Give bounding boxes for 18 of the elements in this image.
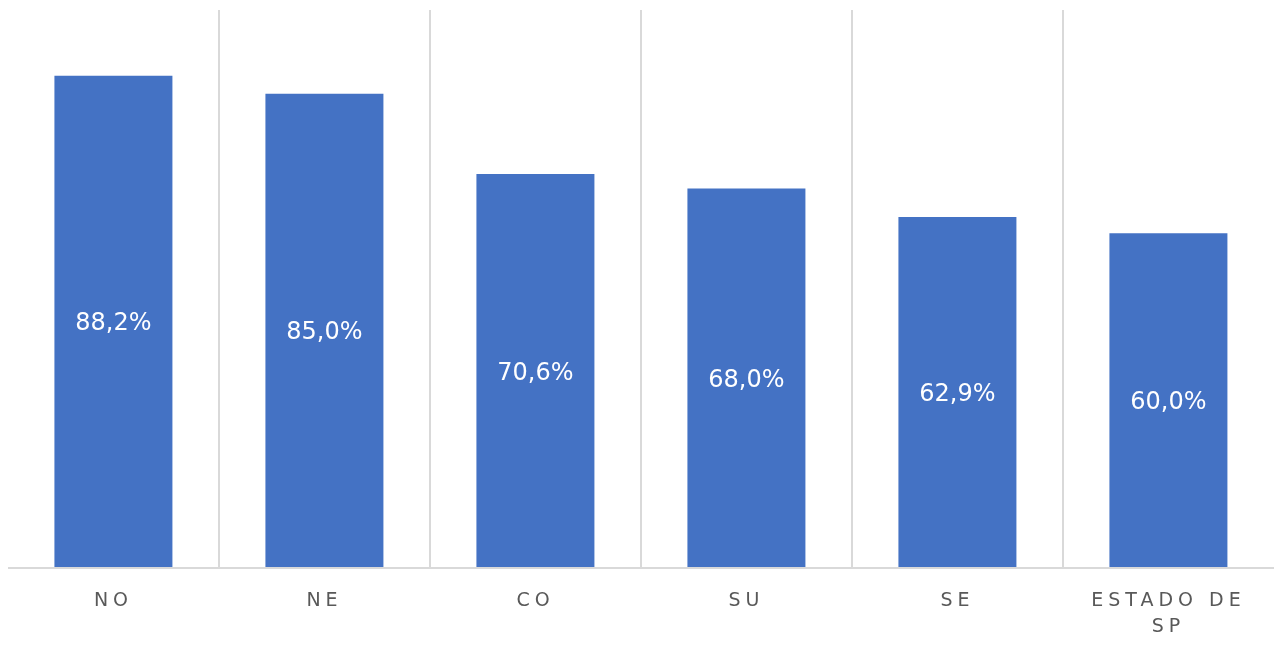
bar bbox=[687, 188, 806, 568]
data-label: 70,6% bbox=[497, 357, 574, 386]
data-label: 60,0% bbox=[1130, 387, 1207, 416]
bar bbox=[476, 174, 595, 568]
x-tick-label: SE bbox=[940, 588, 975, 610]
x-tick-label: NO bbox=[93, 588, 134, 610]
bar bbox=[265, 93, 384, 568]
bar bbox=[54, 75, 173, 568]
x-tick-label: ESTADO DE SP bbox=[1091, 588, 1246, 636]
data-label: 68,0% bbox=[708, 364, 785, 393]
x-tick-label: SU bbox=[728, 588, 765, 610]
data-label: 85,0% bbox=[286, 317, 363, 346]
data-label: 62,9% bbox=[919, 379, 996, 408]
bar bbox=[1109, 233, 1228, 568]
bar bbox=[898, 217, 1017, 568]
x-tick-label: NE bbox=[306, 588, 343, 610]
x-tick-label: CO bbox=[516, 588, 555, 610]
data-label: 88,2% bbox=[75, 308, 152, 337]
